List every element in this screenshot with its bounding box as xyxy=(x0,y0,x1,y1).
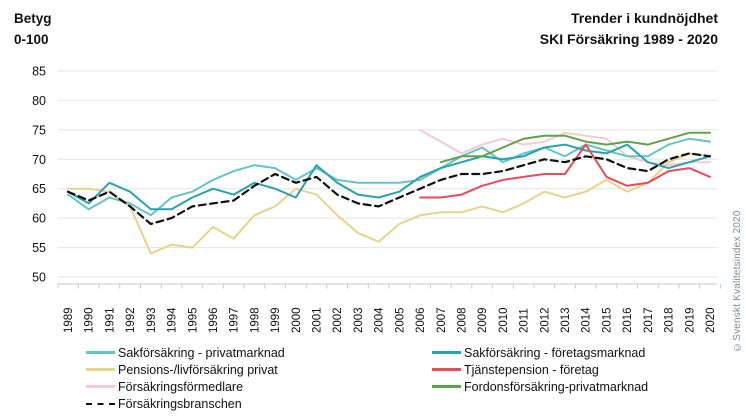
legend-label: Pensions-/livförsäkring privat xyxy=(118,362,278,377)
x-tick-label: 1992 xyxy=(125,307,137,333)
legend-item: Pensions-/livförsäkring privat xyxy=(86,361,432,378)
x-tick-label: 2013 xyxy=(560,307,572,333)
y-tick-label: 65 xyxy=(32,182,46,196)
legend-label: Försäkringsbranschen xyxy=(118,396,242,411)
legend-swatch xyxy=(86,402,115,405)
legend-label: Fordonsförsäkring-privatmarknad xyxy=(464,379,649,394)
legend-item: Tjänstepension - företag xyxy=(432,361,648,378)
chart-canvas: 85 80 75 70 65 60 55 50 1989 1990 1991 1992 1993 1994… xyxy=(32,65,721,333)
x-tick-label: 2018 xyxy=(664,307,676,333)
legend-label: Sakförsäkring - privatmarknad xyxy=(118,345,285,360)
legend-label: Försäkringsförmedlare xyxy=(118,379,244,394)
y-tick-label: 50 xyxy=(32,271,46,285)
series-line-2 xyxy=(67,143,711,211)
y-tick-label: 70 xyxy=(32,153,46,167)
x-tick-label: 2020 xyxy=(705,307,717,333)
series-line-3 xyxy=(67,152,711,255)
legend-label: Sakförsäkring - företagsmarknad xyxy=(464,345,646,360)
legend-item: Försäkringsbranschen xyxy=(86,395,432,412)
x-tick-label: 1996 xyxy=(208,307,220,333)
legend-item: Sakförsäkring - privatmarknad xyxy=(86,344,432,361)
legend-swatch xyxy=(86,351,115,354)
series-line-6 xyxy=(439,131,711,164)
chart-title-line2: SKI Försäkring 1989 - 2020 xyxy=(539,31,718,47)
y-axis-title-line1: Betyg xyxy=(14,11,52,26)
copyright-watermark: ©Svenskt Kvalitetsindex 2020 xyxy=(732,210,743,352)
x-tick-label: 1997 xyxy=(229,307,241,333)
x-tick-label: 2011 xyxy=(519,308,531,333)
series-line-7 xyxy=(66,152,712,226)
x-tick-label: 2014 xyxy=(581,307,593,333)
legend-column-right: Sakförsäkring - företagsmarknad Tjänstep… xyxy=(432,344,648,412)
x-tick-label: 1989 xyxy=(63,307,75,333)
legend-item: Försäkringsförmedlare xyxy=(86,378,432,395)
legend-swatch xyxy=(86,385,115,388)
x-tick-label: 2006 xyxy=(415,307,427,333)
x-tick-label: 2004 xyxy=(374,307,386,333)
y-axis-title-line2: 0-100 xyxy=(14,32,49,47)
y-tick-label: 75 xyxy=(32,123,46,137)
x-tick-label: 2003 xyxy=(353,307,365,333)
legend: Sakförsäkring - privatmarknad Pensions-/… xyxy=(86,344,648,412)
series-line-1 xyxy=(67,137,711,217)
x-tick-label: 2001 xyxy=(312,307,324,333)
chart-title-line1: Trender i kundnöjdhet xyxy=(570,10,718,26)
x-tick-label: 2000 xyxy=(291,307,303,333)
x-tick-label: 1991 xyxy=(104,307,116,333)
x-tick-label: 1993 xyxy=(146,307,158,333)
y-tick-label: 85 xyxy=(32,65,46,79)
legend-swatch xyxy=(432,351,461,354)
legend-swatch xyxy=(432,385,461,388)
x-tick-label: 1990 xyxy=(84,307,96,333)
legend-column-left: Sakförsäkring - privatmarknad Pensions-/… xyxy=(86,344,432,412)
legend-swatch xyxy=(432,368,461,371)
x-tick-label: 2002 xyxy=(332,307,344,333)
x-tick-label: 1999 xyxy=(270,307,282,333)
x-tick-label: 1994 xyxy=(167,307,179,333)
x-tick-label: 2012 xyxy=(539,307,551,333)
x-tick-label: 1995 xyxy=(187,307,199,333)
x-tick-label: 2005 xyxy=(394,307,406,333)
x-tick-label: 2009 xyxy=(477,307,489,333)
y-tick-label: 80 xyxy=(32,94,46,108)
x-tick-label: 2008 xyxy=(456,307,468,333)
x-tick-label: 2007 xyxy=(436,307,448,333)
legend-swatch xyxy=(86,368,115,371)
chart-title: Trender i kundnöjdhet SKI Försäkring 198… xyxy=(540,8,718,50)
legend-item: Fordonsförsäkring-privatmarknad xyxy=(432,378,648,395)
x-tick-label: 2015 xyxy=(601,307,613,333)
y-axis-title: Betyg 0-100 xyxy=(14,8,52,50)
x-tick-label: 2019 xyxy=(684,307,696,333)
x-tick-label: 2010 xyxy=(498,307,510,333)
legend-label: Tjänstepension - företag xyxy=(464,362,599,377)
legend-item: Sakförsäkring - företagsmarknad xyxy=(432,344,648,361)
x-tick-label: 2016 xyxy=(622,307,634,333)
series-line-4 xyxy=(419,143,711,199)
x-tick-label: 1998 xyxy=(249,307,261,333)
y-tick-label: 60 xyxy=(32,212,46,226)
y-tick-label: 55 xyxy=(32,241,46,255)
x-tick-label: 2017 xyxy=(643,307,655,333)
